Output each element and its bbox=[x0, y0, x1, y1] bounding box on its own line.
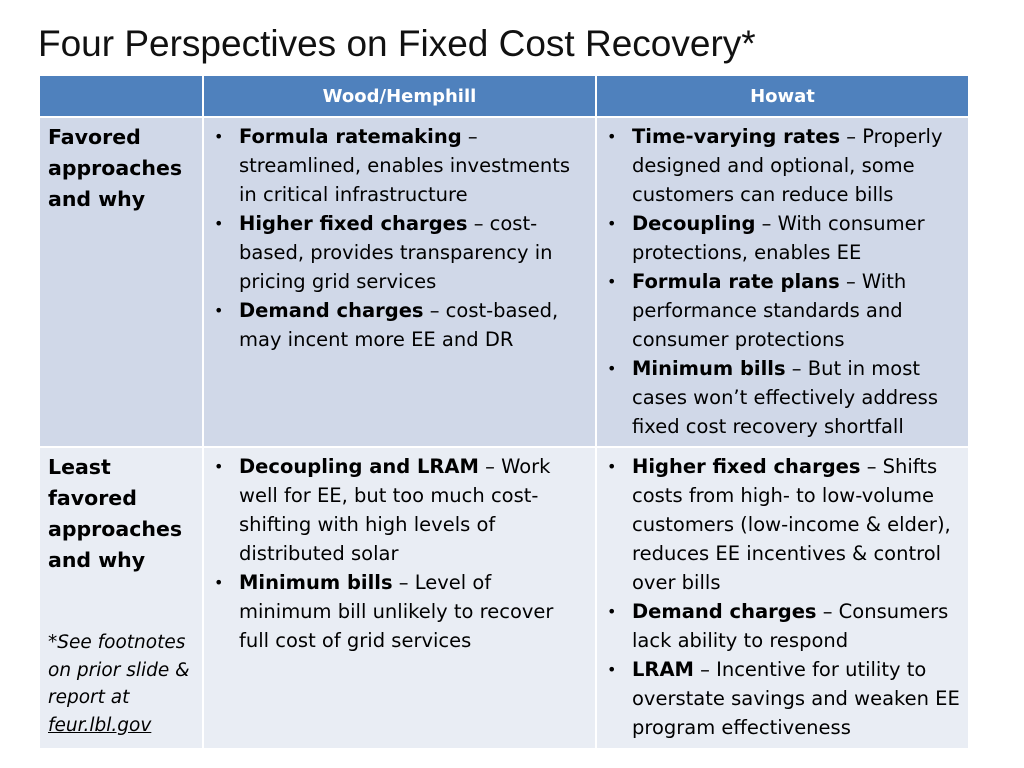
bullet-description: – With performance standards and consume… bbox=[632, 270, 907, 351]
bullet-description: – Shifts costs from high- to low-volume … bbox=[632, 455, 951, 594]
bullet-description: – cost-based, provides transparency in p… bbox=[239, 212, 553, 293]
bullet-description: – streamlined, enables investments in cr… bbox=[239, 125, 571, 206]
bullet-item: • Higher fixed charges – cost-based, prov… bbox=[212, 209, 587, 296]
row-label: Least favored approaches and why bbox=[48, 455, 183, 572]
header-howat: Howat bbox=[595, 74, 970, 118]
bullet-term: Decoupling bbox=[632, 212, 756, 235]
bullet-description: – Properly designed and optional, some c… bbox=[632, 125, 943, 206]
bullet-item: • Minimum bills – Level of minimum bill u… bbox=[212, 568, 587, 655]
bullet-item: • Demand charges – cost-based, may incent… bbox=[212, 296, 587, 354]
header-row: Wood/Hemphill Howat bbox=[38, 74, 970, 118]
bullet-item: • Decoupling and LRAM – Work well for EE,… bbox=[212, 452, 587, 568]
bullet-list: • Time-varying rates – Properly designed … bbox=[605, 122, 960, 441]
header-wood-hemphill: Wood/Hemphill bbox=[202, 74, 597, 118]
bullet-term: Minimum bills bbox=[239, 571, 393, 594]
least-favored-row-header: Least favored approaches and why *See fo… bbox=[38, 446, 204, 750]
least-favored-row: Least favored approaches and why *See fo… bbox=[38, 446, 970, 750]
favored-row-header: Favored approaches and why bbox=[38, 116, 204, 448]
bullet-term: Time-varying rates bbox=[632, 125, 841, 148]
least-favored-wood-hemphill-cell: • Decoupling and LRAM – Work well for EE,… bbox=[202, 446, 597, 750]
bullet-dot-icon: • bbox=[607, 214, 617, 233]
bullet-list: • Higher fixed charges – Shifts costs fro… bbox=[605, 452, 960, 742]
bullet-item: • Formula rate plans – With performance s… bbox=[605, 267, 960, 354]
bullet-dot-icon: • bbox=[607, 660, 617, 679]
bullet-item: • Minimum bills – But in most cases won’t… bbox=[605, 354, 960, 441]
bullet-list: • Formula ratemaking – streamlined, enabl… bbox=[212, 122, 587, 354]
bullet-dot-icon: • bbox=[214, 214, 224, 233]
bullet-term: Decoupling and LRAM bbox=[239, 455, 479, 478]
bullet-description: – With consumer protections, enables EE bbox=[632, 212, 925, 264]
bullet-term: Minimum bills bbox=[632, 357, 786, 380]
footnote-text: *See footnotes on prior slide & report a… bbox=[48, 632, 190, 708]
bullet-item: • Higher fixed charges – Shifts costs fro… bbox=[605, 452, 960, 597]
row-label: Favored approaches and why bbox=[48, 125, 183, 211]
bullet-dot-icon: • bbox=[607, 127, 617, 146]
bullet-list: • Decoupling and LRAM – Work well for EE,… bbox=[212, 452, 587, 655]
bullet-dot-icon: • bbox=[607, 457, 617, 476]
bullet-description: – But in most cases won’t effectively ad… bbox=[632, 357, 938, 438]
bullet-dot-icon: • bbox=[214, 301, 224, 320]
bullet-term: Demand charges bbox=[632, 600, 817, 623]
bullet-description: – Work well for EE, but too much cost-sh… bbox=[239, 455, 551, 565]
footnote-link[interactable]: feur.lbl.gov bbox=[48, 714, 152, 736]
bullet-dot-icon: • bbox=[607, 272, 617, 291]
bullet-term: LRAM bbox=[632, 658, 694, 681]
bullet-description: – Level of minimum bill unlikely to reco… bbox=[239, 571, 554, 652]
perspectives-table: Wood/Hemphill Howat Favored approaches a… bbox=[38, 74, 970, 750]
bullet-description: – Consumers lack ability to respond bbox=[632, 600, 949, 652]
bullet-term: Higher fixed charges bbox=[239, 212, 468, 235]
favored-row: Favored approaches and why • Formula rate… bbox=[38, 116, 970, 448]
bullet-term: Formula rate plans bbox=[632, 270, 840, 293]
footnote: *See footnotes on prior slide & report a… bbox=[48, 629, 194, 739]
bullet-term: Formula ratemaking bbox=[239, 125, 462, 148]
slide-title: Four Perspectives on Fixed Cost Recovery… bbox=[38, 23, 756, 64]
bullet-term: Higher fixed charges bbox=[632, 455, 861, 478]
bullet-item: • Decoupling – With consumer protections,… bbox=[605, 209, 960, 267]
favored-howat-cell: • Time-varying rates – Properly designed … bbox=[595, 116, 970, 448]
favored-wood-hemphill-cell: • Formula ratemaking – streamlined, enabl… bbox=[202, 116, 597, 448]
header-corner-cell bbox=[38, 74, 204, 118]
bullet-dot-icon: • bbox=[607, 359, 617, 378]
least-favored-howat-cell: • Higher fixed charges – Shifts costs fro… bbox=[595, 446, 970, 750]
bullet-dot-icon: • bbox=[607, 602, 617, 621]
bullet-term: Demand charges bbox=[239, 299, 424, 322]
bullet-dot-icon: • bbox=[214, 457, 224, 476]
bullet-description: – cost-based, may incent more EE and DR bbox=[239, 299, 559, 351]
bullet-description: – Incentive for utility to overstate sav… bbox=[632, 658, 960, 739]
bullet-item: • LRAM – Incentive for utility to oversta… bbox=[605, 655, 960, 742]
bullet-dot-icon: • bbox=[214, 573, 224, 592]
bullet-item: • Formula ratemaking – streamlined, enabl… bbox=[212, 122, 587, 209]
bullet-dot-icon: • bbox=[214, 127, 224, 146]
bullet-item: • Time-varying rates – Properly designed … bbox=[605, 122, 960, 209]
bullet-item: • Demand charges – Consumers lack ability… bbox=[605, 597, 960, 655]
